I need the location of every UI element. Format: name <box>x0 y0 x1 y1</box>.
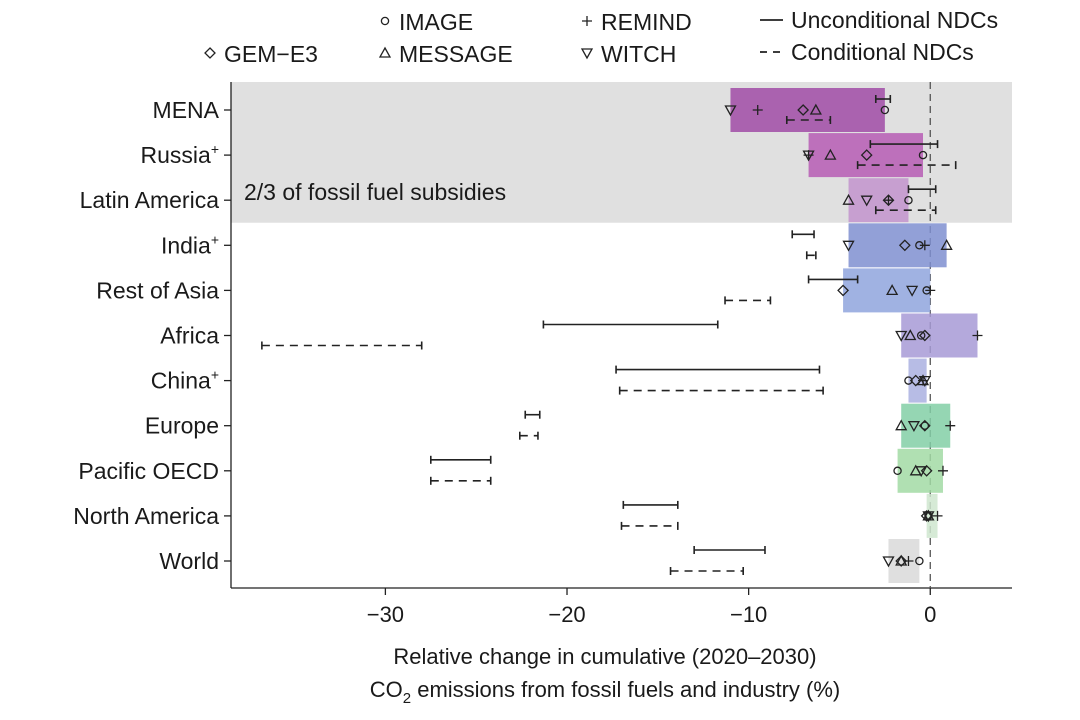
legend-label: Unconditional NDCs <box>791 7 998 33</box>
model-range-bar <box>843 268 931 313</box>
model-range-bar <box>848 178 909 223</box>
model-range-bar <box>808 133 924 178</box>
x-tick-label: 0 <box>924 602 936 627</box>
y-tick-label: MENA <box>153 97 220 123</box>
marker-witch <box>895 330 908 342</box>
marker-gem-e3 <box>898 239 911 252</box>
marker-gem-e3 <box>860 149 873 162</box>
shaded-region-label: 2/3 of fossil fuel subsidies <box>244 179 506 205</box>
marker-gem-e3 <box>918 419 931 432</box>
legend-label: MESSAGE <box>399 41 513 67</box>
marker-gem-e3 <box>882 194 895 207</box>
marker-image <box>904 376 913 385</box>
region-row-pacific-oecd: Pacific OECD <box>78 448 948 493</box>
legend-label: WITCH <box>601 41 676 67</box>
model-range-bar <box>908 358 927 403</box>
marker-message <box>824 148 837 160</box>
y-tick-label: China+ <box>151 367 219 394</box>
region-row-rest-of-asia: Rest of Asia <box>96 268 936 313</box>
marker-gem-e3 <box>797 104 810 116</box>
x-tick-label: −30 <box>367 602 404 627</box>
marker-message <box>895 419 908 431</box>
model-range-bar <box>901 403 951 448</box>
region-row-india: India+ <box>161 223 953 268</box>
marker-witch <box>907 421 921 433</box>
marker-remind <box>932 510 943 521</box>
marker-message <box>895 554 908 566</box>
marker-witch <box>918 375 931 387</box>
region-row-europe: Europe <box>145 403 956 448</box>
marker-witch <box>724 105 737 117</box>
marker-remind <box>925 285 936 296</box>
y-tick-label: Latin America <box>80 187 220 213</box>
region-row-mena: MENA <box>153 88 892 132</box>
legend-label: REMIND <box>601 9 692 35</box>
marker-message <box>886 284 899 296</box>
y-tick-label: Europe <box>145 413 219 439</box>
legend-label: GEM−E3 <box>224 41 318 67</box>
region-row-north-america: North America <box>73 493 943 538</box>
marker-gem-e3 <box>920 464 933 477</box>
legend-marker-circle <box>380 16 390 26</box>
y-tick-label: Africa <box>160 323 219 349</box>
legend: IMAGE REMIND GEM−E3 MESSAGE WITCH Uncondition… <box>204 7 998 67</box>
x-axis-label-line1: Relative change in cumulative (2020–2030… <box>393 644 816 669</box>
legend-label: IMAGE <box>399 9 473 35</box>
marker-witch <box>915 466 928 478</box>
marker-image <box>893 466 902 476</box>
y-tick-label: Russia+ <box>141 141 220 168</box>
marker-remind <box>883 195 894 206</box>
marker-message <box>809 103 822 115</box>
marker-witch <box>802 150 815 162</box>
marker-witch <box>882 556 895 568</box>
marker-gem-e3 <box>837 284 850 297</box>
legend-label: Conditional NDCs <box>791 39 974 65</box>
marker-witch <box>922 511 935 523</box>
marker-image <box>918 150 928 160</box>
marker-gem-e3 <box>895 555 908 567</box>
marker-gem-e3 <box>918 329 931 342</box>
region-row-africa: Africa <box>160 313 983 358</box>
marker-image <box>904 195 913 205</box>
region-row-world: World <box>159 539 924 583</box>
y-tick-label: Rest of Asia <box>96 277 219 303</box>
legend-marker-triangle-up <box>378 46 392 58</box>
model-range-bar <box>901 313 978 358</box>
y-tick-label: World <box>159 548 219 574</box>
marker-witch <box>906 285 919 297</box>
legend-marker-plus <box>582 16 592 26</box>
marker-remind <box>945 420 956 431</box>
region-row-latin-america: Latin America <box>80 178 937 223</box>
marker-remind <box>903 556 914 566</box>
y-tick-label: North America <box>73 503 219 529</box>
marker-gem-e3 <box>909 374 922 387</box>
marker-image <box>880 105 890 115</box>
region-row-russia: Russia+ <box>141 133 957 178</box>
y-tick-label: India+ <box>161 231 219 258</box>
marker-message <box>940 238 953 250</box>
legend-marker-triangle-down <box>580 48 594 60</box>
region-row-china: China+ <box>151 358 931 403</box>
legend-marker-diamond <box>204 47 216 59</box>
marker-message <box>904 329 917 341</box>
marker-remind <box>937 465 948 476</box>
marker-remind <box>919 240 930 251</box>
marker-witch <box>842 240 855 252</box>
marker-image <box>916 331 926 340</box>
marker-image <box>915 556 924 566</box>
marker-witch <box>860 195 873 207</box>
marker-remind <box>752 105 763 115</box>
marker-remind <box>972 330 983 341</box>
model-range-bar <box>897 448 943 493</box>
y-tick-label: Pacific OECD <box>78 458 219 484</box>
model-range-bar <box>848 223 947 268</box>
marker-message <box>842 193 855 205</box>
marker-image <box>920 421 930 430</box>
x-axis-label-line2: CO2 emissions from fossil fuels and indu… <box>370 677 840 707</box>
marker-message <box>916 374 930 386</box>
x-tick-label: −10 <box>730 602 767 627</box>
x-tick-label: −20 <box>548 602 585 627</box>
